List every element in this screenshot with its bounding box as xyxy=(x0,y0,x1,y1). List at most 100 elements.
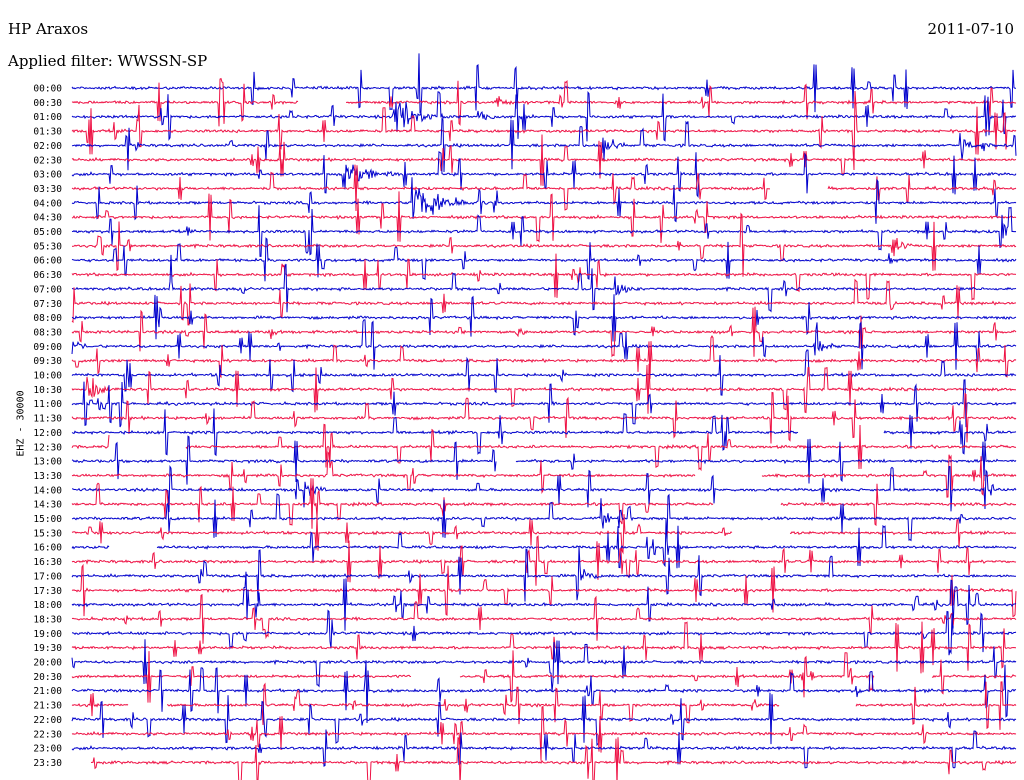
trace-line xyxy=(71,729,1017,769)
date-label: 2011-07-10 xyxy=(927,20,1014,38)
row-time-label: 20:00 xyxy=(33,658,62,669)
row-time-label: 08:00 xyxy=(33,313,62,324)
trace-line xyxy=(71,134,1017,186)
row-time-label: 10:00 xyxy=(33,371,62,382)
trace-line xyxy=(71,379,1017,428)
row-time-label: 04:00 xyxy=(33,198,62,209)
row-time-label: 01:00 xyxy=(33,112,62,123)
row-time-label: 05:30 xyxy=(33,241,62,252)
trace-line xyxy=(71,514,1017,555)
trace-line xyxy=(71,349,1017,396)
row-time-label: 23:30 xyxy=(33,758,62,769)
trace-line xyxy=(71,254,1017,313)
trace-line xyxy=(71,205,1017,257)
row-time-label: 23:00 xyxy=(33,744,62,755)
trace-line xyxy=(71,639,1017,692)
row-time-label: 15:00 xyxy=(33,514,62,525)
row-time-label: 07:30 xyxy=(33,299,62,310)
row-time-label: 21:30 xyxy=(33,701,62,712)
row-time-label: 17:00 xyxy=(33,571,62,582)
trace-line xyxy=(71,563,1017,618)
row-time-label: 06:00 xyxy=(33,256,62,267)
row-time-label: 20:30 xyxy=(33,672,62,683)
filter-label: Applied filter: WWSSN-SP xyxy=(8,52,208,70)
trace-line xyxy=(71,692,1017,747)
row-time-label: 16:00 xyxy=(33,543,62,554)
trace-line xyxy=(71,294,1017,342)
row-time-label: 10:30 xyxy=(33,385,62,396)
row-time-label: 00:00 xyxy=(33,84,62,95)
trace-line xyxy=(71,253,1017,301)
row-time-label: 22:30 xyxy=(33,729,62,740)
trace-line xyxy=(71,335,1017,379)
row-time-label: 19:00 xyxy=(33,629,62,640)
row-time-label: 07:00 xyxy=(33,284,62,295)
row-time-label: 21:00 xyxy=(33,686,62,697)
trace-line xyxy=(71,91,1017,142)
row-time-label: 13:00 xyxy=(33,457,62,468)
row-time-label: 03:00 xyxy=(33,170,62,181)
row-time-label: 04:30 xyxy=(33,213,62,224)
trace-line xyxy=(71,571,1017,631)
trace-line xyxy=(71,609,1017,656)
row-time-label: 19:30 xyxy=(33,643,62,654)
trace-line xyxy=(71,435,1017,485)
row-time-label: 12:30 xyxy=(33,442,62,453)
row-time-label: 18:30 xyxy=(33,614,62,625)
row-time-label: 13:30 xyxy=(33,471,62,482)
trace-line xyxy=(71,191,1017,243)
row-time-label: 05:00 xyxy=(33,227,62,238)
row-time-label: 15:30 xyxy=(33,528,62,539)
row-time-label: 16:30 xyxy=(33,557,62,568)
trace-line xyxy=(71,177,1017,224)
trace-line xyxy=(71,621,1016,674)
row-time-label: 01:30 xyxy=(33,127,62,138)
trace-line xyxy=(71,164,1017,212)
trace-line xyxy=(71,151,1017,198)
row-time-label: 11:00 xyxy=(33,399,62,410)
trace-line xyxy=(71,212,1017,277)
row-time-label: 00:30 xyxy=(33,98,62,109)
trace-line xyxy=(71,391,1017,444)
trace-line xyxy=(71,650,1017,703)
trace-line xyxy=(71,660,1017,724)
trace-line xyxy=(71,319,1017,370)
row-time-label: 14:00 xyxy=(33,485,62,496)
trace-line xyxy=(71,117,1017,173)
row-time-label: 11:30 xyxy=(33,414,62,425)
trace-line xyxy=(71,493,1017,542)
trace-line xyxy=(71,593,1017,644)
trace-line xyxy=(71,53,1016,114)
trace-line xyxy=(71,363,1016,414)
trace-line xyxy=(71,520,1017,569)
trace-line xyxy=(71,478,1017,529)
row-time-label: 02:30 xyxy=(33,155,62,166)
row-time-label: 03:30 xyxy=(33,184,62,195)
trace-line xyxy=(71,90,1017,171)
row-time-label: 17:30 xyxy=(33,586,62,597)
row-time-label: 09:30 xyxy=(33,356,62,367)
trace-line xyxy=(71,546,1017,602)
row-time-label: 02:00 xyxy=(33,141,62,152)
row-time-label: 09:00 xyxy=(33,342,62,353)
trace-line xyxy=(71,237,1017,282)
trace-line xyxy=(71,408,1017,457)
row-time-label: 06:30 xyxy=(33,270,62,281)
row-time-label: 08:30 xyxy=(33,327,62,338)
station-title: HP Araxos xyxy=(8,20,89,38)
row-time-label: 22:00 xyxy=(33,715,62,726)
trace-line xyxy=(71,705,1017,761)
trace-line xyxy=(71,278,1017,326)
row-time-label: 12:00 xyxy=(33,428,62,439)
row-time-label: 18:00 xyxy=(33,600,62,611)
row-time-label: 14:30 xyxy=(33,500,62,511)
trace-line xyxy=(90,737,1017,780)
trace-line xyxy=(71,681,1017,730)
trace-line xyxy=(72,465,1017,513)
trace-line xyxy=(71,535,1017,586)
trace-line xyxy=(71,423,1017,472)
trace-line xyxy=(71,451,1017,498)
trace-line xyxy=(71,77,1017,127)
trace-line xyxy=(71,306,1017,358)
